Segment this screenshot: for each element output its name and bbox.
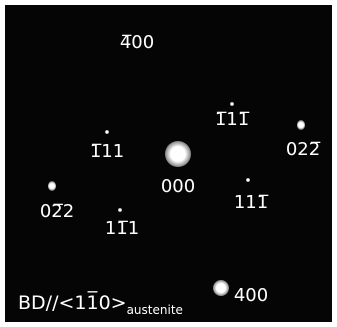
- spot: [165, 141, 191, 167]
- spot-label: 400: [234, 287, 268, 305]
- spot-label: 1̅11: [90, 143, 124, 161]
- spot-label: 4̅00: [120, 34, 154, 52]
- phase: austenite: [127, 303, 183, 317]
- spot: [118, 208, 122, 212]
- spot: [48, 181, 56, 191]
- screenshot: 4̅00 1̅11̅ 022̅ 1̅11 000 02̅2 111̅ 11̅1 …: [0, 0, 337, 327]
- diffraction-pattern: 4̅00 1̅11̅ 022̅ 1̅11 000 02̅2 111̅ 11̅1 …: [5, 5, 332, 322]
- spot-label: 111̅: [234, 194, 268, 212]
- spot: [246, 178, 250, 182]
- zone-axis: BD//<11̅0>: [18, 292, 127, 314]
- spot-label: 1̅11̅: [215, 111, 249, 129]
- caption: BD//<11̅0>austenite: [18, 292, 183, 317]
- spot-label: 02̅2: [40, 203, 74, 221]
- spot: [105, 130, 109, 134]
- spot-label: 022̅: [286, 141, 320, 159]
- spot: [230, 102, 234, 106]
- spot-label: 000: [161, 178, 195, 196]
- spot: [213, 280, 229, 296]
- spot-label: 11̅1: [105, 220, 139, 238]
- spot: [297, 120, 305, 130]
